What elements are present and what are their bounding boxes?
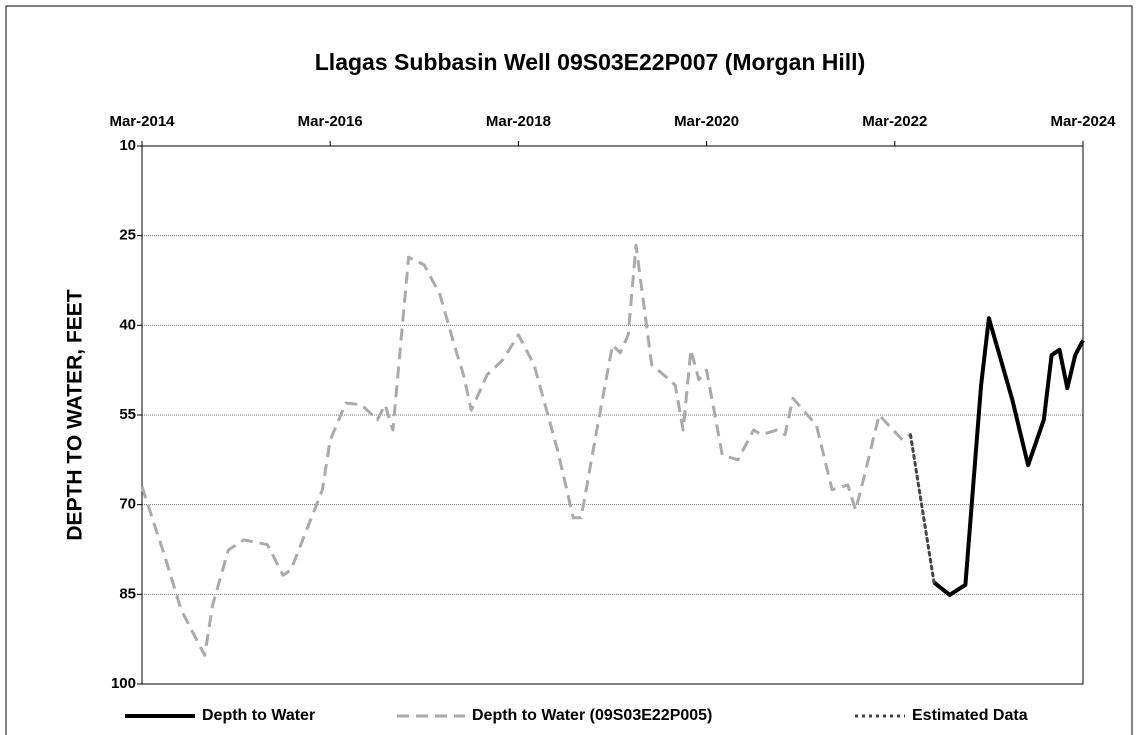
- y-tick-label: 100: [111, 675, 136, 692]
- data-line: [909, 433, 936, 584]
- y-tick-label: 10: [119, 137, 136, 154]
- chart-title: Llagas Subbasin Well 09S03E22P007 (Morga…: [315, 49, 865, 75]
- y-tick-label: 25: [119, 227, 136, 244]
- frame: [5, 5, 1133, 735]
- legend-label: Depth to Water: [202, 707, 315, 724]
- legend-label: Depth to Water (09S03E22P005): [472, 707, 712, 724]
- data-line: [140, 243, 912, 657]
- y-axis-label: DEPTH TO WATER, FEET: [64, 289, 87, 540]
- x-tick-label: Mar-2016: [298, 113, 363, 130]
- legend-label: Estimated Data: [912, 707, 1028, 724]
- y-tick-label: 70: [119, 496, 136, 513]
- x-tick-label: Mar-2022: [862, 113, 927, 130]
- x-tick-label: Mar-2018: [486, 113, 551, 130]
- y-tick-label: 40: [119, 316, 136, 333]
- data-line: [932, 316, 1085, 597]
- x-tick-label: Mar-2024: [1050, 113, 1116, 130]
- plot-area: [141, 145, 1084, 685]
- x-tick-label: Mar-2014: [109, 113, 175, 130]
- x-tick-label: Mar-2020: [674, 113, 739, 130]
- y-tick-label: 55: [119, 406, 136, 423]
- y-tick-label: 85: [119, 585, 136, 602]
